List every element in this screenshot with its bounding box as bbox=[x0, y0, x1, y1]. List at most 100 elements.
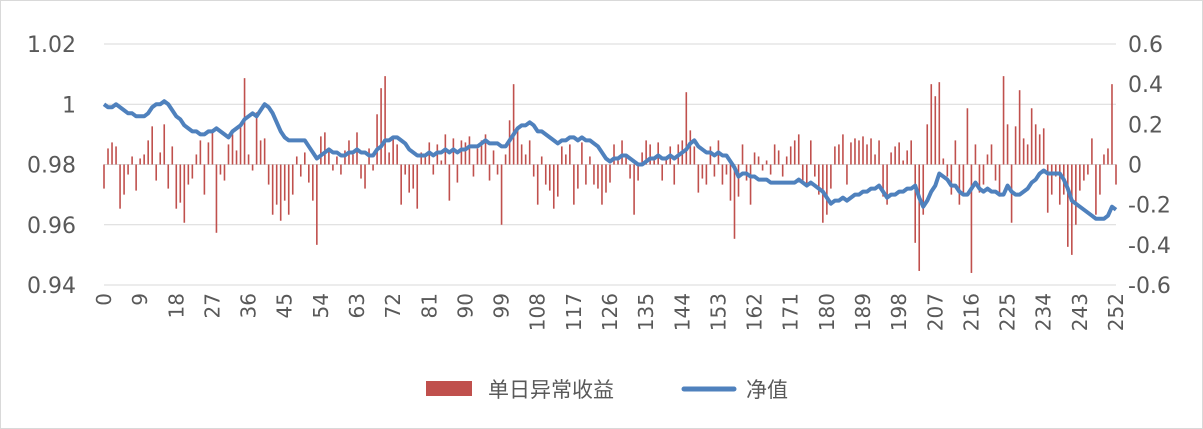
bar bbox=[765, 160, 768, 165]
bar bbox=[259, 140, 262, 165]
bar bbox=[472, 164, 475, 177]
bar bbox=[1075, 164, 1077, 225]
y2-tick-label: -0.6 bbox=[1128, 274, 1171, 299]
bar bbox=[1030, 108, 1033, 165]
bar bbox=[468, 136, 471, 165]
bar bbox=[1002, 76, 1005, 165]
bar bbox=[187, 164, 190, 185]
bar bbox=[737, 164, 740, 197]
bar bbox=[866, 144, 868, 165]
bar bbox=[942, 158, 945, 165]
bar bbox=[175, 164, 178, 209]
bar bbox=[898, 142, 900, 165]
bar bbox=[227, 144, 230, 165]
y2-tick-label: -0.4 bbox=[1128, 234, 1171, 259]
bar bbox=[183, 164, 186, 223]
bar bbox=[135, 164, 137, 191]
bar bbox=[548, 164, 551, 191]
bar bbox=[528, 140, 531, 165]
bar bbox=[103, 164, 105, 189]
y-tick-label: 0.98 bbox=[27, 154, 76, 179]
bar bbox=[267, 164, 270, 185]
bar bbox=[597, 164, 599, 189]
bar bbox=[894, 146, 896, 165]
bar bbox=[163, 124, 166, 165]
bar bbox=[424, 156, 427, 165]
x-tick-label: 153 bbox=[706, 293, 730, 331]
bar bbox=[757, 156, 760, 165]
x-tick-label: 243 bbox=[1068, 293, 1092, 331]
bar bbox=[131, 156, 133, 165]
bar bbox=[641, 152, 643, 165]
bar bbox=[291, 164, 294, 195]
x-tick-label: 45 bbox=[273, 293, 297, 318]
bar bbox=[492, 150, 495, 165]
bar bbox=[878, 140, 880, 165]
bar bbox=[231, 134, 234, 165]
bar bbox=[500, 164, 503, 225]
bar bbox=[295, 156, 298, 165]
bar bbox=[127, 164, 129, 175]
bar bbox=[195, 154, 198, 165]
x-tick-label: 198 bbox=[887, 293, 911, 331]
bar bbox=[143, 154, 145, 165]
bar bbox=[223, 164, 226, 181]
bar bbox=[709, 146, 712, 165]
bar bbox=[107, 148, 109, 165]
bar bbox=[123, 164, 125, 195]
bar bbox=[1095, 164, 1097, 215]
y-tick-label: 1.02 bbox=[27, 33, 76, 58]
bar bbox=[1087, 164, 1089, 175]
x-tick-label: 216 bbox=[959, 293, 983, 331]
bar bbox=[279, 164, 282, 221]
bar bbox=[733, 164, 736, 239]
bar bbox=[1067, 164, 1069, 247]
bar bbox=[488, 164, 491, 181]
bar bbox=[412, 164, 415, 189]
y2-tick-label: 0 bbox=[1128, 154, 1142, 179]
bar bbox=[789, 146, 792, 165]
legend-swatch bbox=[426, 381, 472, 396]
bar bbox=[324, 132, 326, 165]
bar bbox=[785, 156, 788, 165]
bar bbox=[340, 164, 342, 175]
bar bbox=[179, 164, 182, 203]
bar bbox=[263, 138, 266, 165]
bar bbox=[283, 164, 286, 201]
bar bbox=[629, 164, 631, 179]
bar bbox=[464, 142, 467, 165]
bar bbox=[320, 136, 322, 165]
y-tick-label: 1 bbox=[62, 93, 76, 118]
x-tick-label: 63 bbox=[345, 293, 369, 318]
bar bbox=[460, 140, 463, 165]
bar bbox=[793, 140, 796, 165]
bar bbox=[1022, 138, 1025, 165]
bar bbox=[801, 164, 804, 181]
bar bbox=[364, 164, 366, 189]
bar bbox=[251, 164, 254, 171]
bar bbox=[842, 134, 844, 165]
bar bbox=[432, 164, 435, 175]
bar bbox=[1079, 164, 1081, 191]
bar bbox=[697, 164, 700, 193]
bar bbox=[308, 164, 310, 183]
bar bbox=[998, 164, 1001, 197]
bar bbox=[275, 164, 278, 205]
bar bbox=[540, 156, 543, 165]
bar bbox=[729, 164, 732, 201]
x-tick-label: 126 bbox=[598, 293, 622, 331]
x-tick-label: 189 bbox=[851, 293, 875, 331]
y2-tick-label: 0.2 bbox=[1128, 113, 1163, 138]
bar bbox=[332, 164, 334, 171]
bar bbox=[344, 150, 346, 165]
bar bbox=[838, 144, 840, 165]
bar bbox=[854, 138, 856, 165]
bar bbox=[585, 164, 587, 185]
bar bbox=[512, 84, 515, 165]
bar bbox=[826, 164, 828, 215]
bar bbox=[994, 164, 997, 181]
bar bbox=[589, 156, 591, 165]
bar bbox=[797, 134, 800, 165]
bar bbox=[1046, 164, 1049, 213]
bar bbox=[890, 152, 892, 165]
